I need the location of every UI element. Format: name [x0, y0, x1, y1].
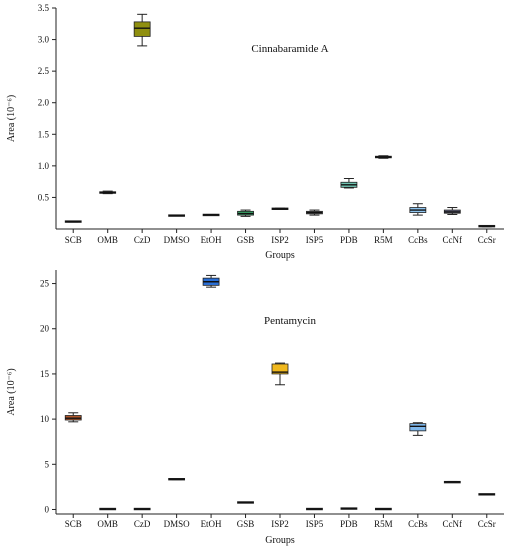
box-omb: [99, 507, 117, 511]
x-tick-label: OMB: [97, 519, 118, 529]
x-tick-label: DMSO: [164, 519, 191, 529]
x-tick-label: SCB: [65, 519, 82, 529]
y-tick-label: 0.5: [38, 192, 50, 202]
box-dmso: [168, 214, 186, 217]
box-r5m: [374, 155, 392, 159]
y-axis-title: Area (10⁻⁶): [6, 368, 17, 415]
box-ccnf: [443, 480, 461, 484]
x-tick-label: CcBs: [408, 519, 428, 529]
box-body: [133, 21, 151, 37]
y-tick-label: 3.0: [38, 35, 50, 45]
x-tick-label: CcNf: [443, 519, 463, 529]
box-ccsr: [478, 224, 496, 228]
box-etoh: [202, 213, 220, 217]
box-isp2: [271, 362, 289, 386]
x-axis-title: Groups: [265, 250, 295, 261]
x-tick-label: CcBs: [408, 235, 428, 245]
y-tick-label: 15: [40, 369, 50, 379]
box-isp5: [306, 507, 323, 511]
box-gsb: [237, 209, 254, 217]
x-tick-label: ISP5: [306, 519, 324, 529]
x-tick-label: ISP2: [271, 235, 289, 245]
box-ccbs: [409, 203, 427, 216]
y-tick-label: 10: [40, 414, 50, 424]
x-tick-label: GSB: [237, 235, 255, 245]
box-gsb: [237, 501, 254, 504]
y-tick-label: 25: [40, 279, 50, 289]
x-tick-label: SCB: [65, 235, 82, 245]
x-tick-label: R5M: [374, 519, 393, 529]
chart-title: Pentamycin: [264, 315, 316, 327]
box-scb: [64, 220, 82, 223]
box-pdb: [340, 507, 358, 510]
y-tick-label: 5: [45, 459, 50, 469]
y-tick-label: 3.5: [38, 3, 50, 13]
box-ccsr: [478, 493, 496, 496]
x-tick-label: CcNf: [443, 235, 463, 245]
x-tick-label: CcSr: [478, 519, 496, 529]
y-tick-label: 2.5: [38, 66, 50, 76]
x-tick-label: DMSO: [164, 235, 191, 245]
box-dmso: [168, 478, 186, 481]
box-scb: [64, 412, 82, 423]
x-tick-label: CcSr: [478, 235, 496, 245]
x-tick-label: GSB: [237, 519, 255, 529]
x-tick-label: OMB: [97, 235, 118, 245]
x-tick-label: R5M: [374, 235, 393, 245]
box-omb: [99, 190, 117, 195]
chart-title: Cinnabaramide A: [251, 43, 328, 55]
box-etoh: [202, 274, 220, 288]
box-ccnf: [443, 207, 461, 215]
y-tick-label: 0: [45, 504, 50, 514]
box-r5m: [374, 507, 392, 511]
x-tick-label: ISP2: [271, 519, 289, 529]
x-tick-label: CzD: [134, 235, 151, 245]
box-czd: [133, 507, 151, 511]
y-tick-label: 20: [40, 324, 50, 334]
box-czd: [133, 13, 151, 47]
x-tick-label: PDB: [340, 519, 358, 529]
box-ccbs: [409, 422, 427, 436]
x-tick-label: PDB: [340, 235, 358, 245]
box-body: [271, 363, 289, 375]
chart-panel-2: 0 5 10 15 20 25 SCB OMB CzD DMSO EtOH GSB ISP2 ISP5 PD…: [6, 270, 504, 546]
chart-panel-1: 0.5 1.0 1.5 2.0 2.5 3.0 3.5 SCB OMB CzD DMSO EtOH GS…: [6, 3, 504, 261]
x-axis-title: Groups: [265, 535, 295, 546]
y-axis-title: Area (10⁻⁶): [6, 95, 17, 142]
box-body: [409, 423, 427, 432]
box-isp5: [306, 209, 323, 216]
box-pdb: [340, 177, 358, 189]
x-tick-label: EtOH: [201, 519, 222, 529]
y-tick-label: 1.0: [38, 161, 50, 171]
x-tick-label: EtOH: [201, 235, 222, 245]
box-isp2: [271, 207, 289, 210]
y-tick-label: 2.0: [38, 98, 50, 108]
y-tick-label: 1.5: [38, 129, 50, 139]
x-tick-label: ISP5: [306, 235, 324, 245]
x-tick-label: CzD: [134, 519, 151, 529]
